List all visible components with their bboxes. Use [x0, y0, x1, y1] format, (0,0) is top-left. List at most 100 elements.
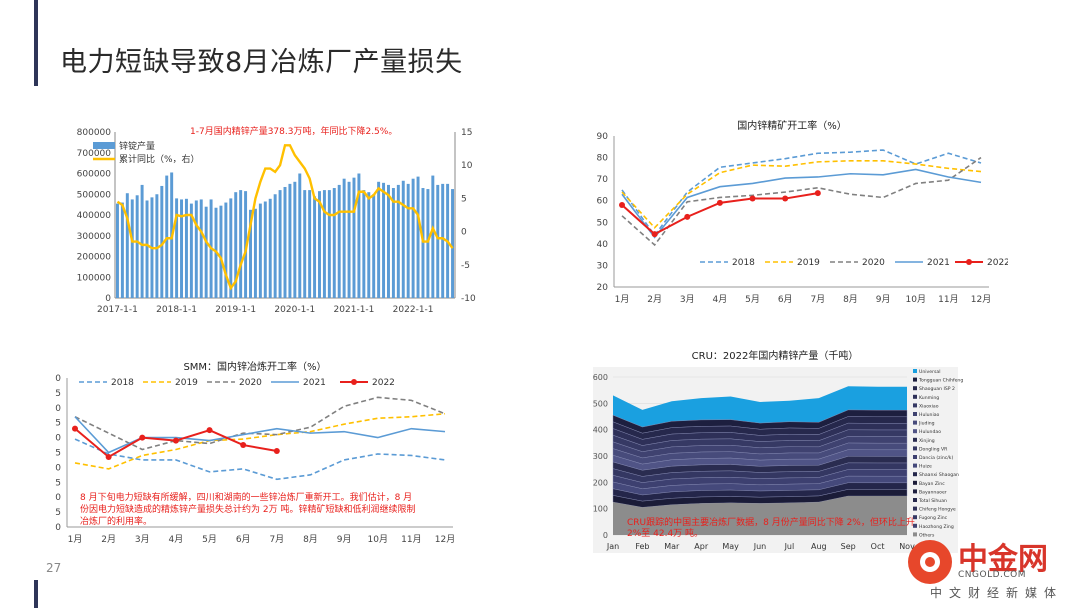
smm-smelter-operating-rate-chart: SMM：国内锌冶炼开工率（%） 100 95 90 85 80 75 70 65 60 55 50 1月…	[55, 360, 455, 545]
x-tick-label: 1月	[68, 534, 83, 545]
legend-label: Kunming	[919, 395, 939, 401]
legend-swatch	[913, 429, 917, 434]
y-tick-label: 80	[597, 154, 609, 164]
series-line-2022	[621, 192, 818, 236]
y-right-tick-label: 0	[461, 228, 467, 238]
bar-zinc-output	[239, 190, 243, 298]
y-tick-label: 65	[55, 478, 61, 488]
annotation-line: 2%至 42.4万 吨。	[627, 527, 703, 539]
bar-zinc-output	[318, 191, 321, 298]
legend-swatch	[913, 437, 917, 442]
bar-zinc-output	[357, 173, 361, 298]
y-left-tick-label: 100000	[77, 273, 112, 283]
bar-zinc-output	[308, 190, 312, 298]
x-tick-label: Oct	[871, 542, 885, 551]
y-tick-label: 50	[55, 523, 61, 533]
series-point-2022	[684, 213, 691, 220]
x-tick-label: 9月	[337, 534, 352, 545]
y-tick-label: 30	[597, 261, 609, 271]
bar-zinc-output	[421, 188, 425, 298]
bar-zinc-output	[303, 190, 307, 298]
y-tick-label: 85	[55, 419, 61, 429]
series-point-2022	[273, 448, 280, 455]
legend-label-2018: 2018	[111, 378, 134, 388]
legend-swatch	[913, 386, 917, 391]
bar-zinc-output	[382, 182, 386, 298]
x-tick-label: 2017-1-1	[97, 305, 138, 315]
series-line-2020	[621, 156, 982, 247]
bar-zinc-output	[431, 175, 435, 298]
legend-label-2022: 2022	[372, 378, 395, 388]
y-tick-label: 50	[597, 218, 609, 228]
legend-label: Shaanxi Shaogan	[919, 472, 959, 478]
x-tick-label: 2021-1-1	[334, 305, 375, 315]
bar-zinc-output	[411, 178, 415, 298]
y-left-tick-label: 600000	[77, 170, 112, 180]
legend-swatch	[913, 515, 917, 520]
bar-zinc-output	[249, 209, 252, 298]
bar-zinc-output	[165, 175, 169, 298]
x-tick-label: 10月	[368, 534, 388, 545]
series-point-2022	[172, 437, 179, 444]
legend-label: Fugong Zinc	[919, 515, 948, 521]
legend-swatch	[913, 498, 917, 502]
legend-label: Xinjing	[919, 438, 935, 444]
accent-bar-top	[34, 0, 38, 86]
y-left-tick-label: 500000	[77, 190, 112, 200]
bar-zinc-output	[367, 192, 371, 298]
bar-zinc-output	[140, 184, 144, 298]
legend-label: Dongling VR	[919, 446, 948, 452]
x-tick-label: 3月	[135, 534, 150, 545]
y-tick-label: 60	[597, 197, 609, 207]
bar-zinc-output	[253, 208, 257, 298]
legend-label: Huluniao	[919, 412, 940, 418]
legend-label-2020: 2020	[239, 378, 262, 388]
series-point-2022	[72, 425, 78, 432]
bar-zinc-output	[234, 192, 238, 298]
annotation-line: 份因电力短缺造成的精炼锌产量损失总计约为 2万 吨。锌精矿短缺和低利润继续限制	[80, 503, 415, 515]
bar-zinc-output	[451, 189, 455, 298]
bar-zinc-output	[337, 184, 341, 298]
bar-zinc-output	[327, 190, 331, 298]
series-line-2019	[621, 160, 982, 229]
bar-zinc-output	[145, 200, 149, 298]
bar-zinc-output	[204, 206, 208, 298]
x-tick-label: 4月	[169, 534, 184, 545]
area-universal	[613, 386, 907, 428]
x-tick-label: 12月	[435, 534, 455, 545]
legend-label: Haozhong Zing	[919, 524, 954, 530]
legend-label-2021: 2021	[303, 378, 326, 388]
legend-label: Tongguan Chihfeng	[918, 378, 963, 384]
legend-swatch	[913, 412, 917, 416]
y-tick-label: 200	[593, 478, 608, 487]
legend-swatch	[913, 506, 917, 511]
bar-zinc-output	[293, 181, 297, 298]
x-tick-label: 2月	[647, 294, 662, 305]
chart-annotation: 1-7月国内精锌产量378.3万吨，年同比下降2.5%。	[190, 125, 397, 137]
annotation-line: CRU跟踪的中国主要冶炼厂数据，8 月份产量同比下降 2%，但环比上升	[627, 516, 915, 528]
y-left-tick-label: 0	[105, 294, 111, 304]
series-line-2018	[621, 149, 982, 237]
watermark: 中金网 CNGOLD.COM 中文财经新媒体	[906, 534, 1066, 604]
legend-swatch	[913, 463, 917, 468]
x-tick-label: Nov	[899, 542, 915, 551]
bar-zinc-output	[160, 185, 164, 298]
y-right-tick-label: -10	[461, 294, 476, 304]
y-tick-label: 70	[55, 463, 61, 473]
x-tick-label: 12月	[971, 294, 991, 305]
bar-zinc-output	[120, 202, 124, 298]
bar-zinc-output	[298, 173, 302, 298]
y-tick-label: 60	[55, 493, 61, 503]
bar-zinc-output	[273, 194, 277, 298]
y-tick-label: 0	[603, 531, 608, 540]
legend-label: Universal	[919, 369, 940, 375]
page-number: 27	[46, 561, 62, 575]
series-point-2022	[206, 427, 213, 434]
legend-label: Huize	[919, 464, 932, 470]
bar-zinc-output	[288, 183, 292, 298]
cru-refined-zinc-output-chart: CRU：2022年国内精锌产量（千吨） 600 500 400 300 200 100 0 Ja…	[593, 349, 963, 553]
y-right-tick-label: 5	[461, 194, 467, 204]
x-tick-label: Apr	[694, 542, 709, 551]
legend-label: Jiuding	[918, 421, 935, 427]
bar-zinc-output	[224, 202, 228, 298]
